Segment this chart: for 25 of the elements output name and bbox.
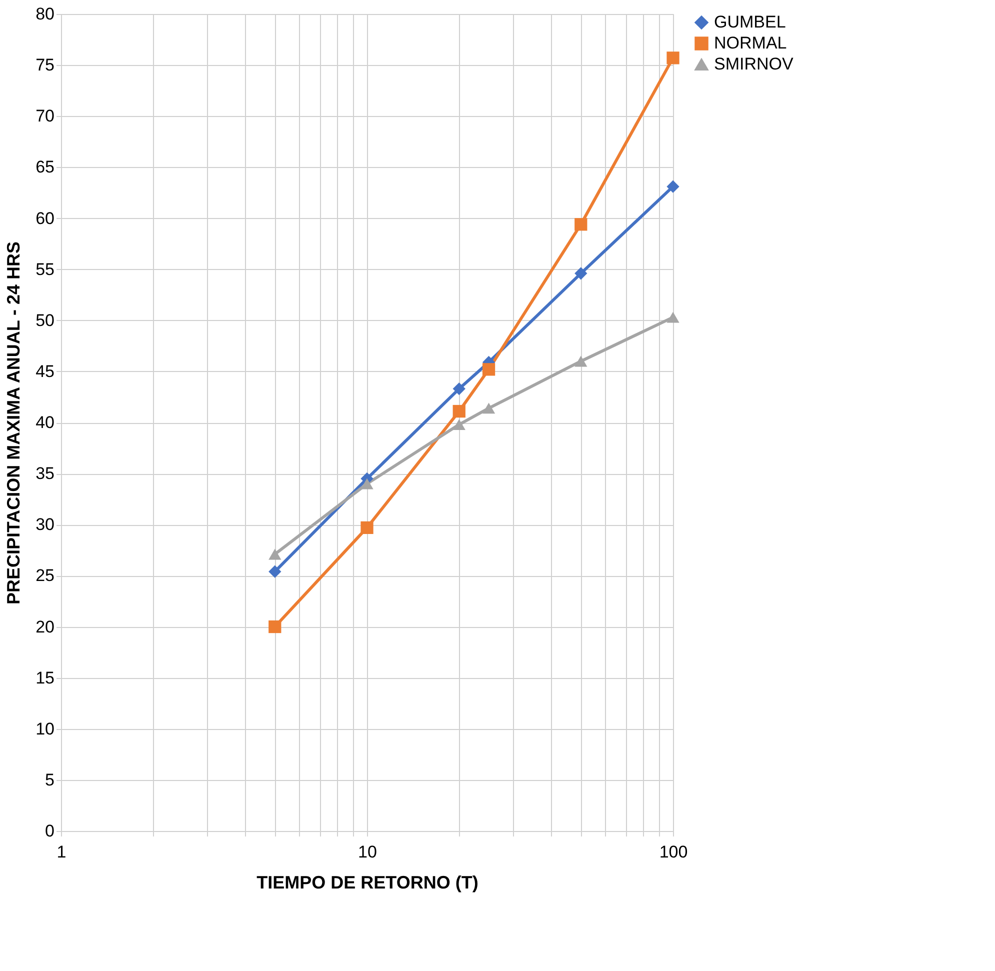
y-tick-label: 65: [36, 158, 54, 177]
y-tick-label: 55: [36, 260, 54, 279]
legend-label: SMIRNOV: [714, 54, 794, 74]
y-tick-label: 45: [36, 362, 54, 381]
x-tick-label: 100: [659, 842, 688, 862]
y-tick-label: 0: [45, 822, 54, 840]
y-tick-label: 25: [36, 566, 54, 586]
y-tick-label: 80: [36, 4, 54, 24]
y-axis-title: PRECIPITACION MAXIMA ANUAL - 24 HRS: [4, 241, 24, 605]
y-tick-label: 20: [36, 617, 54, 636]
y-tick-label: 30: [36, 515, 54, 534]
y-tick-label: 10: [36, 719, 54, 738]
legend-label: NORMAL: [714, 34, 787, 52]
x-tick-label: 10: [358, 842, 377, 862]
y-tick-label: 5: [45, 770, 54, 790]
y-tick-label: 35: [36, 464, 54, 484]
y-tick-label: 40: [36, 413, 54, 432]
x-axis-title: TIEMPO DE RETORNO (T): [256, 872, 478, 892]
y-tick-label: 70: [36, 106, 54, 126]
y-tick-label: 60: [36, 208, 54, 228]
y-tick-label: 15: [36, 668, 54, 688]
y-tick-label: 50: [36, 310, 54, 330]
x-tick-label: 1: [56, 842, 66, 862]
y-tick-label: 75: [36, 56, 54, 75]
legend-label: GUMBEL: [714, 12, 786, 32]
